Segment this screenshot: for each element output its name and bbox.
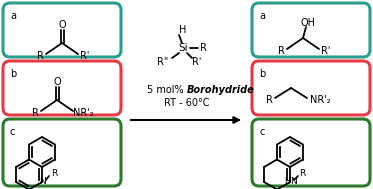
Text: R: R xyxy=(51,170,57,178)
FancyBboxPatch shape xyxy=(3,61,121,115)
Text: R': R' xyxy=(321,46,331,56)
Text: a: a xyxy=(10,11,16,21)
Text: R': R' xyxy=(192,57,202,67)
Text: c: c xyxy=(259,127,264,137)
Text: O: O xyxy=(58,20,66,30)
Text: R: R xyxy=(200,43,206,53)
Text: 5 mol%: 5 mol% xyxy=(147,85,187,95)
Text: H: H xyxy=(179,25,187,35)
Text: NR'₂: NR'₂ xyxy=(73,108,93,118)
Text: R: R xyxy=(32,108,38,118)
Text: H: H xyxy=(284,177,290,185)
Text: N: N xyxy=(40,177,46,185)
Text: O: O xyxy=(53,77,61,87)
Text: OH: OH xyxy=(301,18,316,28)
FancyBboxPatch shape xyxy=(3,119,121,186)
Text: a: a xyxy=(259,11,265,21)
FancyBboxPatch shape xyxy=(252,119,370,186)
Text: RT - 60°C: RT - 60°C xyxy=(164,98,210,108)
Text: R: R xyxy=(37,51,43,61)
FancyBboxPatch shape xyxy=(252,3,370,57)
Text: R: R xyxy=(266,95,272,105)
Text: Borohydride: Borohydride xyxy=(187,85,255,95)
Text: b: b xyxy=(259,69,265,79)
Text: R: R xyxy=(299,169,305,177)
FancyBboxPatch shape xyxy=(252,61,370,115)
Text: b: b xyxy=(10,69,16,79)
Text: N: N xyxy=(290,177,297,185)
Text: c: c xyxy=(10,127,15,137)
Text: R": R" xyxy=(157,57,169,67)
Text: R: R xyxy=(278,46,285,56)
Text: R': R' xyxy=(80,51,90,61)
Text: NR'₂: NR'₂ xyxy=(310,95,330,105)
FancyArrowPatch shape xyxy=(131,117,239,123)
Text: Si: Si xyxy=(178,43,188,53)
FancyBboxPatch shape xyxy=(3,3,121,57)
